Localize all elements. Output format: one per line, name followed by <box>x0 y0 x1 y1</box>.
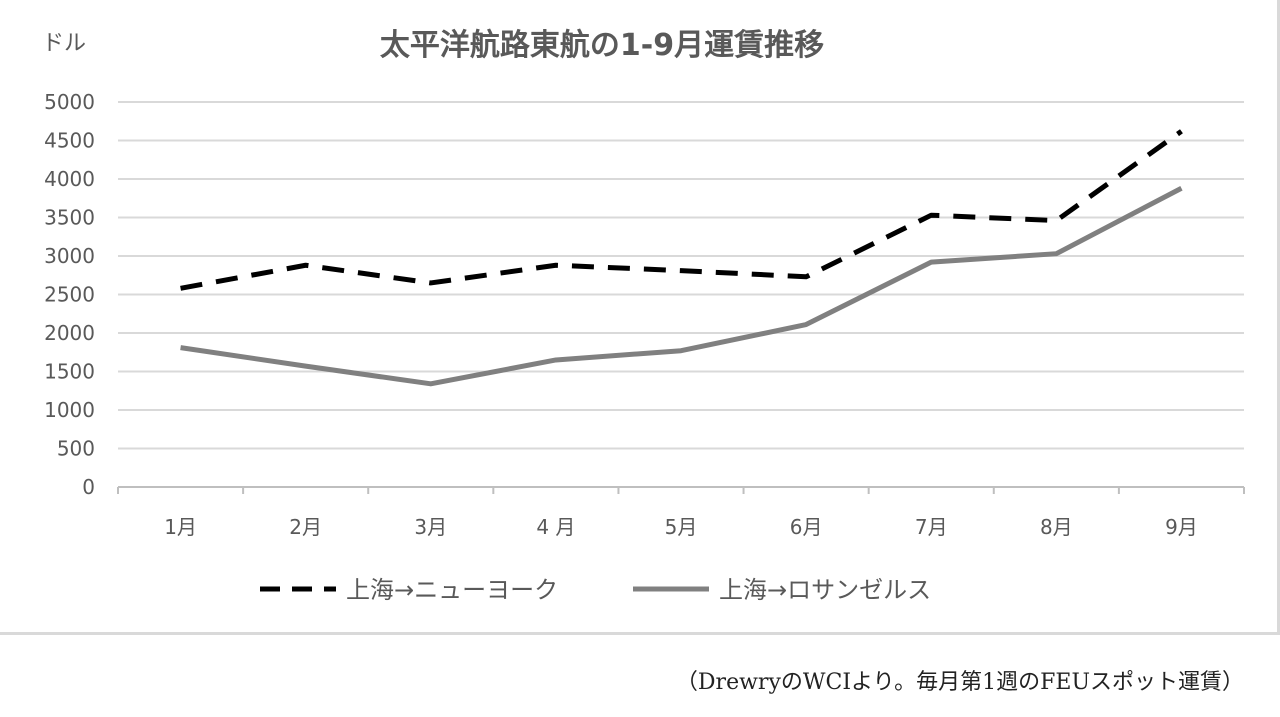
x-tick-label: 4 月 <box>536 515 575 539</box>
axes <box>117 486 1245 494</box>
y-tick-label: 3000 <box>44 244 95 268</box>
x-tick-label: 6月 <box>790 515 823 539</box>
y-tick-label: 5000 <box>44 90 95 114</box>
line-chart: 太平洋航路東航の1-9月運賃推移 ドル 0 500 1000 1500 2000 2500… <box>42 28 1245 604</box>
x-tick-label: 7月 <box>915 515 948 539</box>
x-tick-label: 1月 <box>164 515 197 539</box>
tick-labels: 0 500 1000 1500 2000 2500 3000 3500 4000 4500 5000… <box>44 90 1198 539</box>
source-note: （DrewryのWCIより。毎月第1週のFEUスポット運賃） <box>675 670 1244 695</box>
y-tick-label: 4500 <box>44 129 95 153</box>
y-axis-unit-label: ドル <box>42 31 86 56</box>
y-tick-label: 1000 <box>44 398 95 422</box>
y-tick-label: 500 <box>57 437 95 461</box>
legend: 上海→ニューヨーク 上海→ロサンゼルス <box>260 576 931 604</box>
gridlines <box>118 101 1244 450</box>
y-tick-label: 2500 <box>44 283 95 307</box>
series-lines <box>180 129 1183 387</box>
y-tick-label: 4000 <box>44 167 95 191</box>
chart-title: 太平洋航路東航の1-9月運賃推移 <box>380 28 824 63</box>
y-tick-label: 1500 <box>44 360 95 384</box>
series-line-1 <box>180 129 1183 291</box>
chart-frame <box>0 0 1280 635</box>
legend-label: 上海→ロサンゼルス <box>719 576 931 604</box>
legend-label: 上海→ニューヨーク <box>346 576 558 604</box>
x-tick-label: 3月 <box>414 515 447 539</box>
y-tick-label: 3500 <box>44 206 95 230</box>
x-tick-label: 8月 <box>1040 515 1073 539</box>
y-tick-label: 2000 <box>44 321 95 345</box>
x-tick-label: 2月 <box>289 515 322 539</box>
x-tick-label: 9月 <box>1165 515 1198 539</box>
y-tick-label: 0 <box>82 475 95 499</box>
x-tick-label: 5月 <box>665 515 698 539</box>
